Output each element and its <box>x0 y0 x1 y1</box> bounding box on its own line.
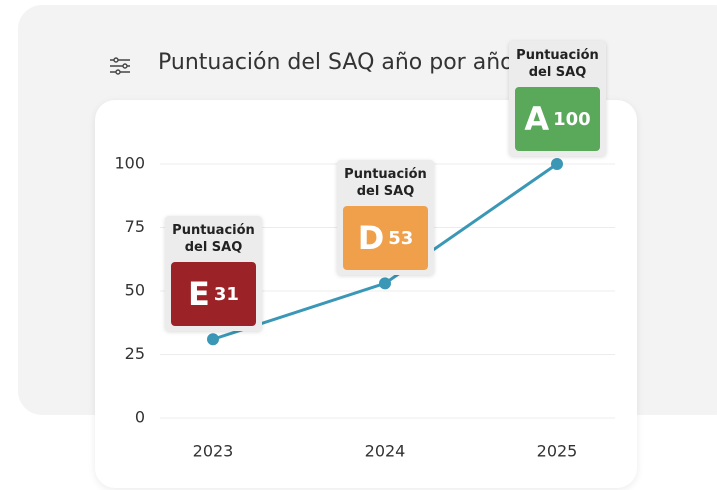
callout-label: Puntuación del SAQ <box>344 167 427 200</box>
grade-label: A <box>524 100 550 138</box>
grade-label: E <box>188 275 210 314</box>
y-tick-label: 50 <box>125 281 145 300</box>
callout-label: Puntuación del SAQ <box>516 48 599 80</box>
value-label: 53 <box>388 227 414 249</box>
chart-title: Puntuación del SAQ año por año <box>158 50 514 75</box>
point <box>207 333 219 346</box>
grade-box: D 53 <box>343 206 428 271</box>
grade-box: A 100 <box>515 87 600 151</box>
grade-box: E 31 <box>171 262 256 327</box>
callout: Puntuación del SAQ E 31 <box>165 216 262 332</box>
callout: Puntuación del SAQ A 100 <box>509 41 606 156</box>
x-tick-label: 2024 <box>365 442 406 461</box>
grade-label: D <box>357 219 385 258</box>
x-tick-label: 2025 <box>537 442 578 461</box>
value-label: 100 <box>553 108 591 130</box>
y-tick-label: 0 <box>135 408 145 427</box>
point <box>551 158 563 170</box>
filter-icon[interactable] <box>108 56 134 76</box>
point <box>379 277 391 290</box>
value-label: 31 <box>213 283 239 305</box>
x-tick-label: 2023 <box>193 442 234 461</box>
y-tick-label: 25 <box>125 344 145 363</box>
y-tick-label: 100 <box>114 154 145 173</box>
callout: Puntuación del SAQ D 53 <box>337 160 434 276</box>
callout-label: Puntuación del SAQ <box>172 223 255 256</box>
y-tick-label: 75 <box>125 217 145 236</box>
